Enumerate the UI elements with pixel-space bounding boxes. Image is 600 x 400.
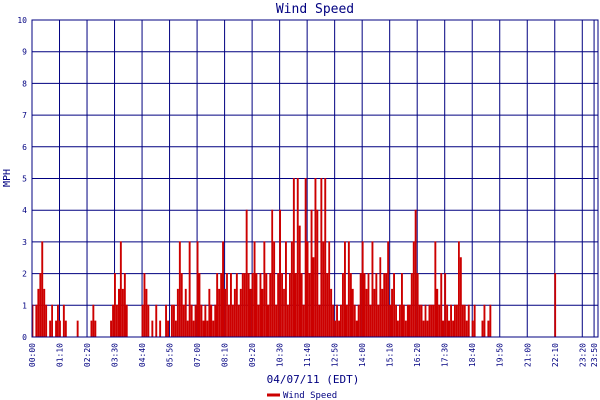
y-axis-ticks: 0 1 2 3 4 5 6 7 8 9 10 <box>17 16 27 342</box>
x-tick-label: 18:40 <box>468 343 477 367</box>
x-tick-label: 08:10 <box>221 343 230 367</box>
x-tick-label: 22:10 <box>551 343 560 367</box>
chart-title: Wind Speed <box>276 2 354 17</box>
x-tick-label: 11:40 <box>303 343 312 367</box>
x-tick-label: 02:20 <box>83 343 92 367</box>
x-tick-label: 15:10 <box>386 343 395 367</box>
y-tick-label: 4 <box>22 206 27 215</box>
legend-label: Wind Speed <box>283 391 337 400</box>
y-tick-label: 5 <box>22 175 27 184</box>
series-line-wind-speed <box>31 178 598 338</box>
x-tick-label: 03:30 <box>111 343 120 367</box>
x-tick-label: 01:10 <box>56 343 65 367</box>
x-tick-label: 17:30 <box>441 343 450 367</box>
x-tick-label: 19:50 <box>496 343 505 367</box>
x-tick-label: 04:40 <box>138 343 147 367</box>
x-tick-label: 00:00 <box>28 343 37 367</box>
x-tick-label: 10:30 <box>276 343 285 367</box>
x-tick-label: 16:20 <box>413 343 422 367</box>
x-tick-label: 09:20 <box>248 343 257 367</box>
x-axis-ticks: 00:00 01:10 02:20 03:30 04:40 05:50 07:00 08:10… <box>28 343 599 367</box>
x-tick-label: 12:50 <box>331 343 340 367</box>
plot-frame <box>31 19 599 338</box>
x-tick-label: 14:00 <box>358 343 367 367</box>
x-tick-label: 07:00 <box>193 343 202 367</box>
x-tick-label: 23:20 <box>578 343 587 367</box>
x-tick-label: 21:00 <box>523 343 532 367</box>
y-tick-label: 1 <box>22 301 27 310</box>
y-tick-label: 2 <box>22 270 27 279</box>
x-tick-label: 23:50 <box>590 343 599 367</box>
y-tick-label: 8 <box>22 79 27 88</box>
y-tick-label: 7 <box>22 111 27 120</box>
x-tick-label: 05:50 <box>166 343 175 367</box>
y-axis-label: MPH <box>2 169 13 187</box>
x-axis-label: 04/07/11 (EDT) <box>267 373 360 386</box>
y-tick-label: 9 <box>22 48 27 57</box>
y-tick-label: 10 <box>17 16 27 25</box>
y-tick-label: 0 <box>22 333 27 342</box>
y-tick-label: 3 <box>22 238 27 247</box>
y-tick-label: 6 <box>22 143 27 152</box>
